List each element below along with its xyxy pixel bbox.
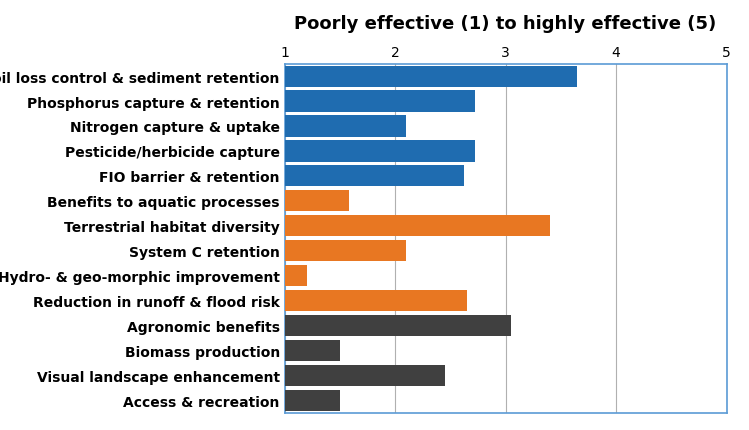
Bar — [285, 290, 467, 311]
Bar — [285, 166, 464, 187]
Bar — [285, 365, 445, 386]
Bar — [285, 191, 349, 212]
Bar — [285, 240, 406, 262]
Bar — [285, 265, 307, 286]
Bar — [285, 340, 340, 361]
Bar — [285, 390, 340, 411]
Bar — [285, 91, 475, 112]
Bar — [285, 66, 577, 88]
Bar — [285, 141, 475, 162]
Bar — [285, 116, 406, 137]
Title: Poorly effective (1) to highly effective (5): Poorly effective (1) to highly effective… — [294, 15, 717, 33]
Bar — [285, 215, 550, 237]
Bar — [285, 315, 511, 336]
